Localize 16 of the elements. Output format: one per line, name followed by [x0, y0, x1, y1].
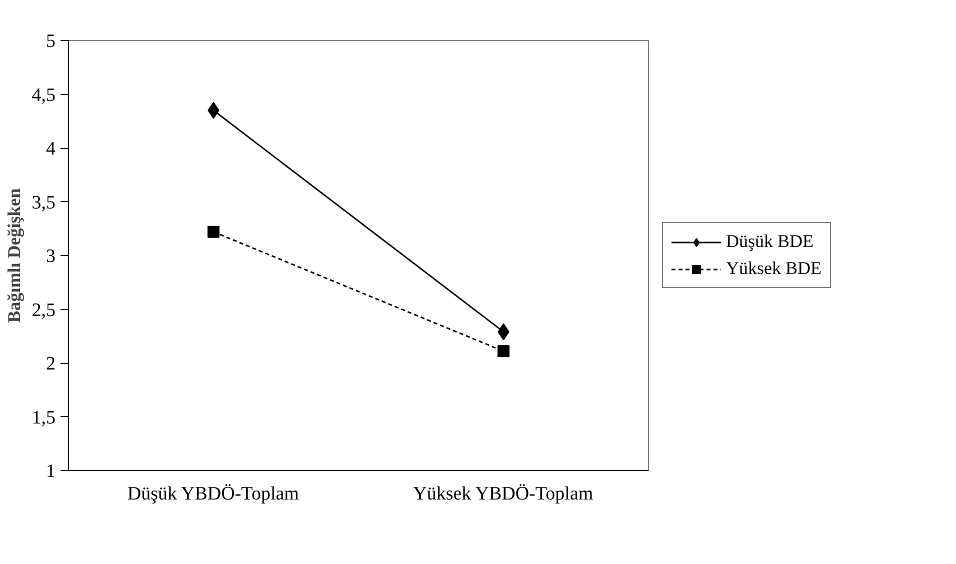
y-tick-label: 2,5 — [32, 300, 56, 321]
x-tick-label: Yüksek YBDÖ-Toplam — [413, 484, 594, 504]
x-tick-label: Düşük YBDÖ-Toplam — [127, 484, 300, 504]
y-tick-label: 1,5 — [32, 407, 56, 428]
y-tick-label: 1 — [46, 461, 56, 482]
point — [208, 226, 220, 238]
legend-label: Yüksek BDE — [726, 258, 822, 279]
y-tick-label: 3,5 — [32, 192, 56, 214]
point — [498, 345, 510, 358]
y-axis-title: Bağımlı Değişken — [4, 188, 24, 323]
y-tick-label: 4,5 — [32, 84, 56, 106]
y-tick-label: 5 — [46, 31, 56, 52]
y-tick-label: 3 — [46, 246, 56, 267]
legend-label: Düşük BDE — [726, 231, 814, 252]
y-tick-label: 2 — [46, 354, 56, 374]
y-tick-label: 4 — [46, 138, 56, 160]
